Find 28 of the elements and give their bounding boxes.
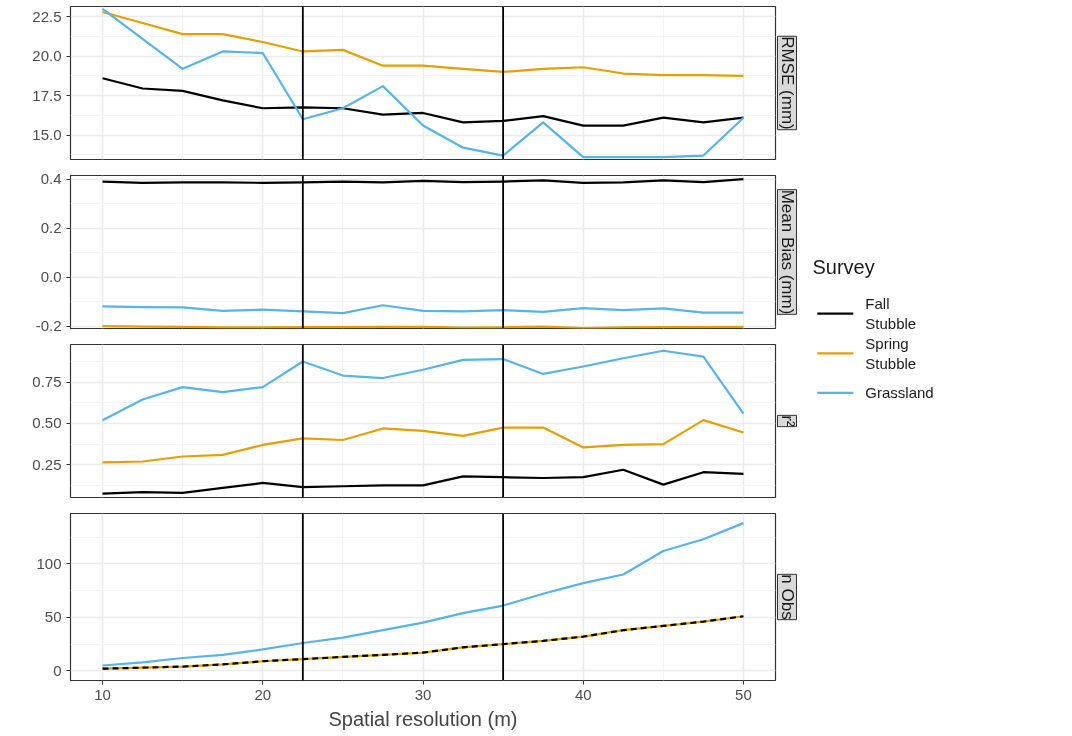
y-tick-label: 0.2 xyxy=(40,219,62,237)
legend-label: Grassland xyxy=(865,384,934,402)
legend-title: Survey xyxy=(812,255,875,278)
y-axis-title: Mean Bias (mm) xyxy=(777,189,797,315)
y-tick-label: 50 xyxy=(44,608,62,626)
legend-label: Fall Stubble xyxy=(865,295,917,333)
y-tick-label: 0 xyxy=(53,661,62,679)
y-tick-label: 100 xyxy=(36,554,62,572)
x-tick-label: 10 xyxy=(94,685,111,703)
x-tick-label: 50 xyxy=(735,685,752,703)
x-tick-label: 20 xyxy=(254,685,272,703)
y-tick-label: 0.0 xyxy=(40,268,62,286)
y-axis-title: r² xyxy=(777,415,797,427)
y-tick-label: 0.50 xyxy=(32,414,62,432)
y-tick-label: 15.0 xyxy=(32,126,62,144)
x-tick-label: 40 xyxy=(574,685,592,703)
x-axis-title: Spatial resolution (m) xyxy=(328,707,518,730)
y-tick-label: 17.5 xyxy=(32,86,62,104)
y-axis-title: RMSE (mm) xyxy=(777,36,797,130)
y-tick-label: 20.0 xyxy=(32,47,62,65)
y-tick-label: 0.25 xyxy=(32,455,62,473)
y-axis-title: n Obs xyxy=(777,574,797,620)
y-tick-label: 22.5 xyxy=(32,7,62,25)
y-tick-label: 0.4 xyxy=(40,170,62,188)
y-tick-label: -0.2 xyxy=(35,317,62,335)
x-tick-label: 30 xyxy=(414,685,432,703)
y-tick-label: 0.75 xyxy=(32,373,62,391)
legend-label: Spring Stubble xyxy=(865,334,917,372)
